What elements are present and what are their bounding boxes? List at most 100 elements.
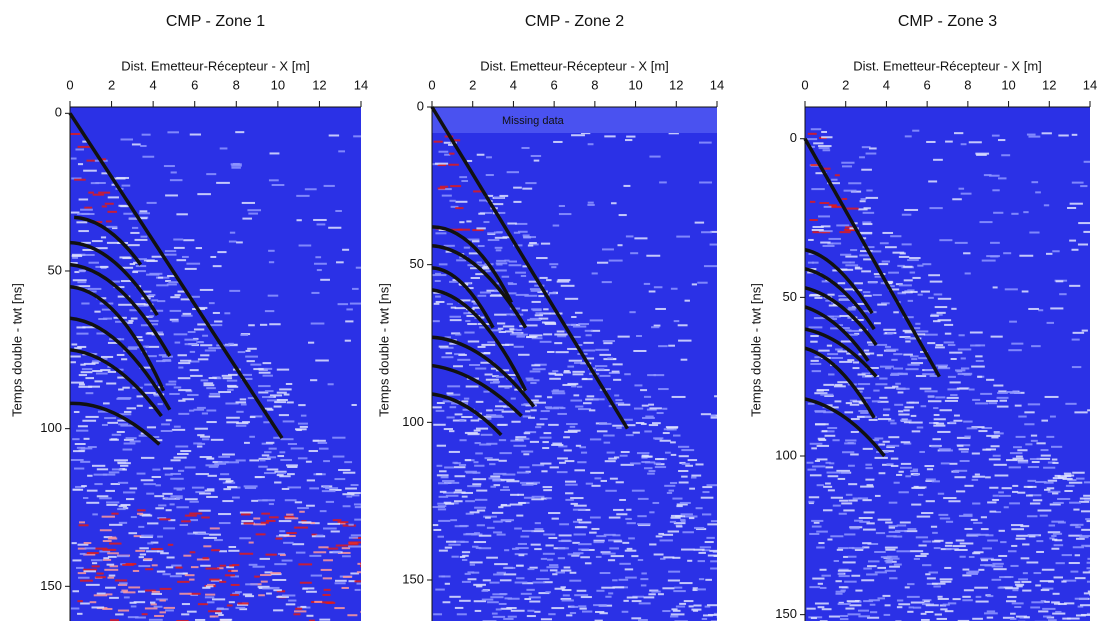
texture <box>659 181 667 184</box>
texture <box>593 539 605 542</box>
texture <box>316 223 326 226</box>
texture <box>913 327 921 330</box>
texture <box>649 511 655 514</box>
texture <box>223 488 232 491</box>
texture <box>244 595 255 598</box>
texture <box>925 478 936 481</box>
texture <box>106 225 118 228</box>
texture <box>518 353 530 356</box>
texture <box>204 349 216 352</box>
texture <box>897 372 908 375</box>
texture <box>432 274 447 277</box>
texture <box>102 540 112 543</box>
texture <box>283 541 294 544</box>
texture <box>1023 211 1029 214</box>
texture <box>293 613 301 616</box>
texture <box>693 548 705 551</box>
texture <box>839 360 853 363</box>
texture <box>484 457 493 460</box>
texture <box>944 323 954 326</box>
texture <box>702 486 713 489</box>
texture <box>695 507 703 510</box>
texture <box>321 601 334 604</box>
texture <box>939 409 952 412</box>
texture <box>685 464 693 467</box>
texture <box>827 293 835 296</box>
texture <box>901 291 913 294</box>
texture <box>479 443 492 446</box>
texture <box>442 400 457 403</box>
texture <box>131 303 146 306</box>
texture <box>852 497 862 500</box>
texture <box>313 218 327 221</box>
texture <box>297 507 309 510</box>
texture <box>844 329 852 332</box>
texture <box>294 526 308 529</box>
texture <box>1022 572 1028 575</box>
texture <box>103 557 110 560</box>
texture <box>991 565 1003 568</box>
texture <box>828 317 838 320</box>
texture <box>309 487 320 490</box>
texture <box>658 345 668 348</box>
texture <box>436 402 445 405</box>
texture <box>839 618 849 621</box>
y-axis-label: Temps double - twt [ns] <box>376 283 391 417</box>
texture <box>922 263 932 266</box>
texture <box>445 250 453 253</box>
texture <box>885 548 896 551</box>
texture <box>228 373 238 376</box>
y-tick-label: 0 <box>417 98 424 113</box>
texture <box>178 399 186 402</box>
texture <box>534 548 542 551</box>
texture <box>937 597 949 600</box>
texture <box>567 347 579 350</box>
texture <box>117 462 131 465</box>
texture <box>672 497 683 500</box>
picked-line <box>431 225 513 304</box>
texture <box>971 452 980 455</box>
texture <box>499 452 512 455</box>
texture <box>173 456 187 459</box>
texture <box>826 471 840 474</box>
texture <box>168 519 176 522</box>
texture <box>485 270 491 273</box>
texture <box>167 275 177 278</box>
texture <box>578 548 590 551</box>
texture <box>493 472 507 475</box>
texture <box>852 400 862 403</box>
y-tick-label: 0 <box>55 105 62 120</box>
texture <box>558 534 572 537</box>
texture <box>515 436 527 439</box>
texture <box>171 428 186 431</box>
texture <box>186 262 201 265</box>
texture <box>184 338 198 341</box>
texture <box>247 397 255 400</box>
texture <box>816 444 830 447</box>
texture <box>1014 404 1022 407</box>
texture <box>152 468 161 471</box>
texture <box>654 458 665 461</box>
texture <box>975 402 989 405</box>
texture <box>306 614 314 617</box>
texture <box>827 182 840 185</box>
texture <box>209 392 221 395</box>
texture <box>586 395 595 398</box>
texture <box>698 551 706 554</box>
texture <box>119 582 128 585</box>
texture <box>885 348 899 351</box>
texture <box>877 400 889 403</box>
texture <box>443 141 451 144</box>
texture <box>160 552 169 555</box>
texture <box>624 139 633 142</box>
texture <box>344 461 353 464</box>
texture <box>109 596 119 599</box>
texture <box>583 341 594 344</box>
texture <box>1005 600 1017 603</box>
texture <box>136 472 146 475</box>
texture <box>1003 252 1012 255</box>
texture <box>485 516 491 519</box>
texture <box>844 533 856 536</box>
texture <box>905 475 912 478</box>
texture <box>86 159 96 162</box>
